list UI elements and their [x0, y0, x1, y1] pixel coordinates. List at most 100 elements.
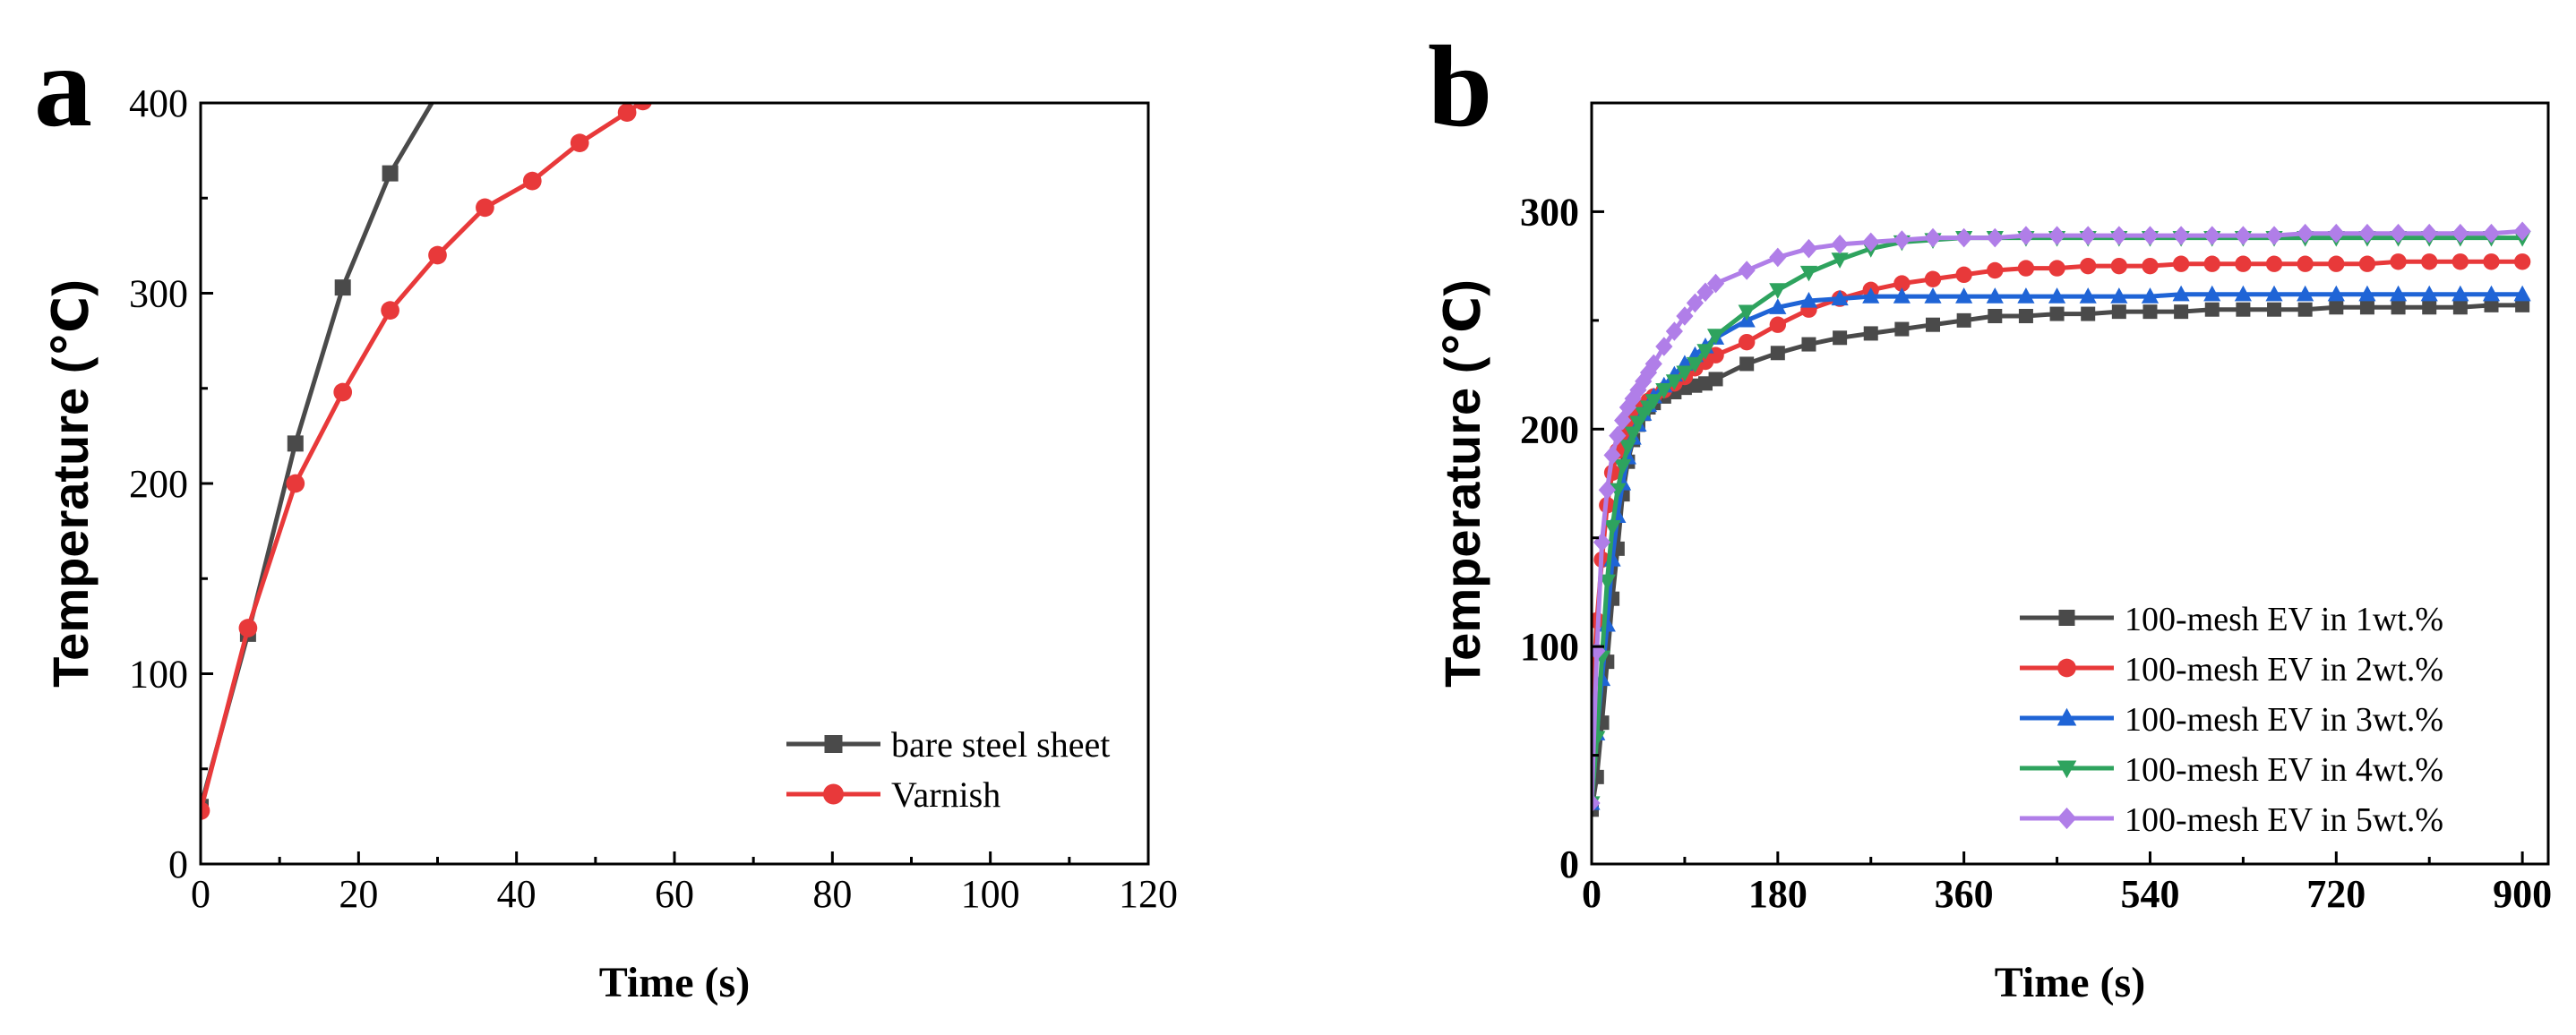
panel-a-legend: bare steel sheet Varnish [786, 724, 1110, 815]
panel-b-data-point-100-mesh-ev-in-3wt [2141, 287, 2160, 304]
panel-a-legend-marker [824, 735, 843, 753]
panel-b-data-point-100-mesh-ev-in-5wt [1706, 273, 1725, 294]
panel-b-data-point-100-mesh-ev-in-1wt [2018, 309, 2033, 323]
panel-b-data-point-100-mesh-ev-in-5wt [1655, 337, 1673, 356]
panel-b-data-point-100-mesh-ev-in-3wt [2234, 285, 2252, 302]
panel-b-data-point-100-mesh-ev-in-5wt [2234, 226, 2252, 245]
panel-b-data-point-100-mesh-ev-in-3wt [2172, 285, 2190, 302]
panel-b-data-point-100-mesh-ev-in-5wt [2327, 223, 2345, 244]
panel-b-data-point-100-mesh-ev-in-5wt [1598, 480, 1616, 500]
panel-b-data-point-100-mesh-ev-in-3wt [2482, 285, 2501, 302]
panel-a-y-tick-label: 100 [129, 653, 188, 697]
panel-b-x-axis: 0 180 360 540 720 900 [1582, 851, 2552, 916]
panel-b-data-point-100-mesh-ev-in-1wt [1708, 372, 1723, 387]
panel-b-data-point-100-mesh-ev-in-4wt [1706, 329, 1725, 345]
panel-b-data-point-100-mesh-ev-in-2wt [2235, 255, 2252, 272]
panel-b-data-point-100-mesh-ev-in-5wt [1799, 238, 1818, 259]
panel-b-data-point-100-mesh-ev-in-1wt [2452, 300, 2468, 315]
panel-a-y-axis: 0 100 200 300 400 [129, 81, 213, 886]
panel-b-x-tick-label: 900 [2493, 872, 2552, 916]
panel-a-y-tick-label: 400 [129, 81, 188, 125]
panel-b-data-point-100-mesh-ev-in-4wt [1738, 304, 1756, 321]
panel-b-data-point-100-mesh-ev-in-5wt [1665, 321, 1683, 341]
panel-a-data-point-varnish [286, 474, 305, 493]
panel-b-y-tick-label: 200 [1520, 407, 1579, 451]
panel-b-data-point-100-mesh-ev-in-5wt [2141, 226, 2160, 245]
panel-b-data-point-100-mesh-ev-in-2wt [2203, 255, 2220, 272]
panel-b: b 0 180 360 540 720 900 0 100 200 300 Time (s) T… [1428, 22, 2552, 1006]
panel-b-data-point-100-mesh-ev-in-3wt [2451, 285, 2469, 302]
panel-b-data-point-100-mesh-ev-in-1wt [1894, 321, 1910, 337]
panel-b-data-point-100-mesh-ev-in-5wt [1603, 445, 1621, 466]
panel-b-data-point-100-mesh-ev-in-1wt [2267, 302, 2282, 317]
panel-a-data-point-varnish [570, 133, 589, 152]
panel-a-x-tick-label: 100 [961, 872, 1020, 916]
panel-b-data-point-100-mesh-ev-in-5wt [1644, 354, 1662, 374]
panel-b-data-point-100-mesh-ev-in-3wt [1955, 287, 1973, 304]
panel-b-x-tick-label: 720 [2306, 872, 2366, 916]
panel-a-data-point-varnish [476, 198, 494, 218]
panel-b-data-point-100-mesh-ev-in-5wt [2420, 223, 2438, 244]
panel-a: a 0 20 40 60 80 100 120 0 100 200 300 400 Time (s)… [34, 22, 1178, 1006]
panel-b-data-point-100-mesh-ev-in-2wt [2358, 255, 2376, 272]
panel-b-data-point-100-mesh-ev-in-1wt [2081, 306, 2096, 321]
panel-a-y-axis-label: Temperature (℃) [42, 279, 99, 688]
panel-b-data-point-100-mesh-ev-in-2wt [1987, 261, 2004, 279]
panel-b-data-point-100-mesh-ev-in-1wt [2329, 300, 2344, 315]
panel-a-series-varnish [201, 103, 652, 820]
panel-b-data-point-100-mesh-ev-in-2wt [1769, 316, 1787, 333]
panel-a-x-tick-label: 60 [655, 872, 694, 916]
panel-b-data-point-100-mesh-ev-in-5wt [1738, 261, 1756, 280]
panel-b-series-100-mesh-ev-in-5wt [1592, 221, 2531, 813]
panel-b-data-point-100-mesh-ev-in-2wt [2390, 253, 2407, 270]
panel-b-data-point-100-mesh-ev-in-2wt [2297, 255, 2314, 272]
panel-b-data-point-100-mesh-ev-in-4wt [1598, 574, 1616, 591]
panel-a-series-line-varnish [201, 103, 645, 812]
panel-b-data-point-100-mesh-ev-in-1wt [2174, 304, 2189, 320]
panel-a-x-axis: 0 20 40 60 80 100 120 [191, 851, 1178, 916]
panel-b-data-point-100-mesh-ev-in-4wt [1686, 356, 1704, 373]
panel-a-data-point-varnish [381, 301, 399, 320]
panel-a-legend-item-varnish: Varnish [786, 774, 1000, 815]
panel-b-data-point-100-mesh-ev-in-2wt [1893, 275, 1911, 292]
panel-b-data-point-100-mesh-ev-in-5wt [2017, 226, 2035, 245]
panel-b-data-point-100-mesh-ev-in-3wt [1924, 287, 1942, 304]
panel-b-data-point-100-mesh-ev-in-3wt [1893, 287, 1911, 304]
panel-b-data-point-100-mesh-ev-in-3wt [2203, 285, 2221, 302]
panel-b-data-point-100-mesh-ev-in-4wt [1799, 265, 1818, 282]
panel-a-data-point-bare-steel-sheet [430, 85, 446, 101]
panel-b-data-point-100-mesh-ev-in-3wt [2265, 285, 2283, 302]
panel-b-legend-label: 100-mesh EV in 1wt.% [2125, 601, 2443, 638]
panel-b-data-point-100-mesh-ev-in-4wt [1831, 252, 1849, 269]
panel-b-data-point-100-mesh-ev-in-5wt [1924, 227, 1942, 248]
panel-b-data-point-100-mesh-ev-in-1wt [1863, 326, 1878, 341]
panel-b-data-point-100-mesh-ev-in-2wt [2110, 257, 2128, 275]
panel-a-data-point-bare-steel-sheet [382, 165, 399, 182]
panel-b-legend-marker [2058, 610, 2075, 626]
panel-b-data-point-100-mesh-ev-in-5wt [2451, 223, 2469, 244]
panel-b-data-point-100-mesh-ev-in-5wt [2079, 226, 2097, 245]
panel-b-y-tick-label: 100 [1520, 625, 1579, 669]
panel-a-series-line-bare-steel-sheet [201, 103, 435, 808]
panel-label-a: a [34, 22, 92, 151]
panel-a-data-point-varnish [522, 171, 542, 191]
panel-b-data-point-100-mesh-ev-in-5wt [1686, 293, 1704, 313]
panel-b-data-point-100-mesh-ev-in-5wt [2297, 223, 2314, 244]
panel-b-legend-marker [2057, 707, 2077, 726]
panel-label-b: b [1428, 22, 1492, 151]
panel-b-data-point-100-mesh-ev-in-5wt [2203, 226, 2221, 245]
panel-b-data-point-100-mesh-ev-in-3wt [2420, 285, 2438, 302]
panel-b-data-point-100-mesh-ev-in-4wt [1603, 519, 1621, 536]
panel-b-y-axis-label: Temperature (℃) [1434, 279, 1490, 688]
panel-b-legend-item-100-mesh-ev-in-1wt: 100-mesh EV in 1wt.% [2020, 601, 2443, 638]
panel-b-y-tick-label: 0 [1559, 843, 1579, 886]
panel-b-data-point-100-mesh-ev-in-5wt [1592, 793, 1601, 813]
panel-b-data-point-100-mesh-ev-in-1wt [2422, 300, 2437, 315]
panel-b-legend-marker [2057, 807, 2077, 830]
panel-b-data-point-100-mesh-ev-in-4wt [1696, 344, 1714, 360]
panel-a-series-bare-steel-sheet [201, 85, 446, 816]
panel-a-legend-label: bare steel sheet [891, 724, 1110, 765]
panel-b-data-point-100-mesh-ev-in-1wt [1988, 309, 2003, 323]
panel-b-data-point-100-mesh-ev-in-2wt [1955, 266, 1972, 284]
